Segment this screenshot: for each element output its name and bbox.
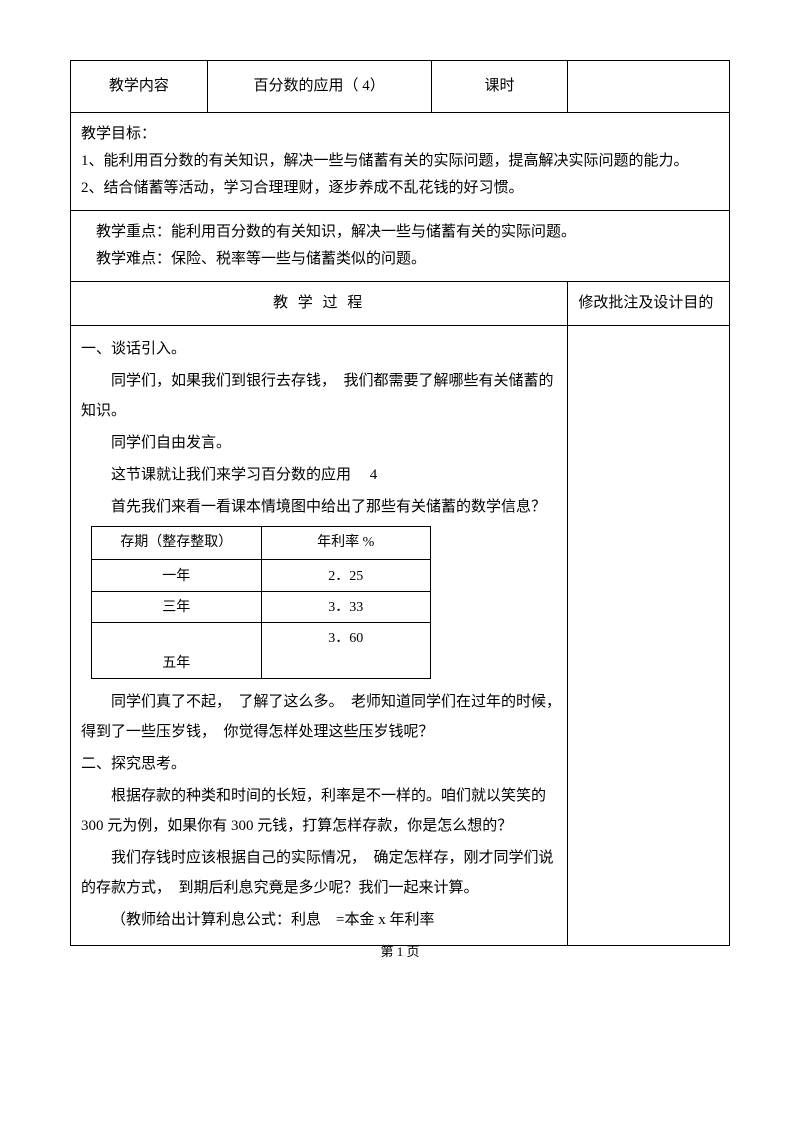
rate-r2-rate: 3．33 <box>261 592 431 623</box>
rate-table: 存期（整存整取） 年利率 % 一年 2．25 三年 3．33 五年 3．60 <box>91 526 431 679</box>
body-p6: 同学们真了不起， 了解了这么多。 老师知道同学们在过年的时候， 得到了一些压岁钱… <box>81 687 557 747</box>
rate-th-period: 存期（整存整取） <box>92 527 262 560</box>
body-p5: 首先我们来看一看课本情境图中给出了那些有关储蓄的数学信息？ <box>81 492 557 522</box>
body-p4: 这节课就让我们来学习百分数的应用 4 <box>81 460 557 490</box>
body-p3: 同学们自由发言。 <box>81 428 557 458</box>
value-period <box>568 61 730 113</box>
rate-r1-period: 一年 <box>92 560 262 592</box>
process-header: 教 学 过 程 <box>71 282 568 326</box>
rate-r1-rate: 2．25 <box>261 560 431 592</box>
rate-table-header: 存期（整存整取） 年利率 % <box>92 527 431 560</box>
value-content: 百分数的应用（ 4） <box>207 61 431 113</box>
body-p10: （教师给出计算利息公式：利息 =本金 x 年利率 <box>81 905 557 935</box>
rate-r3-period: 五年 <box>92 623 262 679</box>
goal-title: 教学目标： <box>81 121 719 148</box>
keypoint-cell: 教学重点：能利用百分数的有关知识，解决一些与储蓄有关的实际问题。 教学难点：保险… <box>71 211 730 282</box>
body-p2: 同学们，如果我们到银行去存钱， 我们都需要了解哪些有关储蓄的知识。 <box>81 366 557 426</box>
goal-cell: 教学目标： 1、能利用百分数的有关知识，解决一些与储蓄有关的实际问题，提高解决实… <box>71 113 730 211</box>
notes-header: 修改批注及设计目的 <box>568 282 730 326</box>
goal-line-2: 2、结合储蓄等活动，学习合理理财，逐步养成不乱花钱的好习惯。 <box>81 175 719 202</box>
keypoint-line-1: 教学重点：能利用百分数的有关知识，解决一些与储蓄有关的实际问题。 <box>81 219 719 246</box>
label-content: 教学内容 <box>71 61 208 113</box>
notes-content <box>568 326 730 946</box>
header-row: 教学内容 百分数的应用（ 4） 课时 <box>71 61 730 113</box>
rate-row-1: 一年 2．25 <box>92 560 431 592</box>
keypoint-line-2: 教学难点：保险、税率等一些与储蓄类似的问题。 <box>81 246 719 273</box>
page-number: 第 1 页 <box>70 940 730 963</box>
process-content: 一、谈话引入。 同学们，如果我们到银行去存钱， 我们都需要了解哪些有关储蓄的知识… <box>71 326 568 946</box>
rate-r2-period: 三年 <box>92 592 262 623</box>
rate-row-2: 三年 3．33 <box>92 592 431 623</box>
rate-th-rate: 年利率 % <box>261 527 431 560</box>
body-p9: 我们存钱时应该根据自己的实际情况， 确定怎样存，刚才同学们说的存款方式， 到期后… <box>81 843 557 903</box>
rate-r3-rate: 3．60 <box>261 623 431 679</box>
body-p1: 一、谈话引入。 <box>81 334 557 364</box>
body-p7: 二、探究思考。 <box>81 749 557 779</box>
lesson-plan-table: 教学内容 百分数的应用（ 4） 课时 教学目标： 1、能利用百分数的有关知识，解… <box>70 60 730 946</box>
goal-line-1: 1、能利用百分数的有关知识，解决一些与储蓄有关的实际问题，提高解决实际问题的能力… <box>81 148 719 175</box>
label-period: 课时 <box>431 61 568 113</box>
rate-row-3: 五年 3．60 <box>92 623 431 679</box>
body-p8: 根据存款的种类和时间的长短，利率是不一样的。咱们就以笑笑的 300 元为例，如果… <box>81 781 557 841</box>
